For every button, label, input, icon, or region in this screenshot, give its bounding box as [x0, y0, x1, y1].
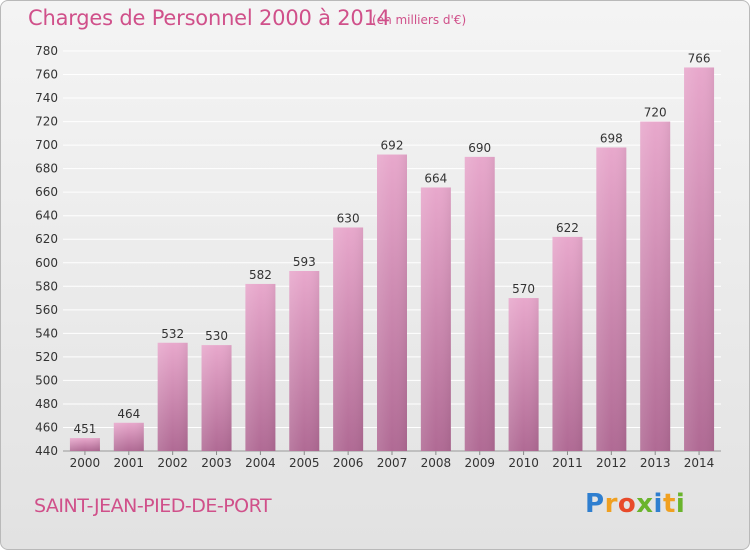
bar-shine: [333, 227, 364, 451]
bar-shine: [157, 342, 188, 451]
x-tick-label: 2000: [70, 456, 101, 470]
y-tick-label: 660: [35, 185, 58, 199]
bar-shine: [377, 154, 407, 451]
x-tick-label: 2011: [552, 456, 583, 470]
chart-subtitle: (en milliers d'€): [372, 13, 467, 27]
y-tick-label: 760: [35, 68, 58, 82]
logo-letter: r: [604, 489, 618, 519]
y-tick-label: 640: [35, 209, 58, 223]
value-label: 593: [293, 255, 316, 269]
value-label: 720: [644, 106, 667, 120]
y-tick-label: 480: [35, 397, 58, 411]
value-label: 532: [161, 327, 184, 341]
logo-letter: t: [662, 489, 676, 519]
value-label: 664: [424, 171, 447, 185]
bar-shine: [640, 121, 671, 452]
y-tick-label: 560: [35, 303, 58, 317]
bar-shine: [245, 283, 276, 451]
x-tick-label: 2007: [377, 456, 408, 470]
y-tick-label: 700: [35, 138, 58, 152]
bar-shine: [596, 147, 627, 451]
proxiti-logo: Proxiti: [585, 489, 685, 519]
value-label: 464: [117, 407, 140, 421]
logo-letter: i: [675, 489, 686, 519]
chart-title: Charges de Personnel 2000 à 2014: [28, 6, 390, 30]
municipality-name: SAINT-JEAN-PIED-DE-PORT: [34, 495, 272, 517]
x-tick-label: 2013: [640, 456, 671, 470]
y-tick-label: 460: [35, 420, 58, 434]
bar-shine: [201, 345, 232, 451]
value-label: 630: [337, 211, 360, 225]
bar-shine: [69, 438, 100, 451]
y-tick-label: 580: [35, 279, 58, 293]
bar-shine: [508, 298, 539, 451]
y-tick-label: 440: [35, 444, 58, 458]
value-label: 570: [512, 282, 535, 296]
value-label: 530: [205, 329, 228, 343]
value-label: 582: [249, 268, 272, 282]
x-tick-label: 2005: [289, 456, 320, 470]
x-tick-label: 2014: [684, 456, 715, 470]
x-tick-label: 2012: [596, 456, 627, 470]
y-tick-label: 620: [35, 232, 58, 246]
logo-letter: P: [585, 489, 605, 519]
x-tick-label: 2004: [245, 456, 276, 470]
y-tick-label: 780: [35, 44, 58, 58]
y-tick-label: 680: [35, 162, 58, 176]
x-tick-label: 2010: [508, 456, 539, 470]
logo-letter: i: [653, 489, 663, 519]
value-label: 766: [688, 51, 711, 65]
y-tick-label: 520: [35, 350, 58, 364]
value-label: 698: [600, 131, 623, 145]
y-tick-label: 540: [35, 326, 58, 340]
bar-shine: [464, 156, 495, 451]
bar-shine: [289, 271, 320, 451]
bar-shine: [552, 236, 583, 451]
value-label: 692: [381, 139, 404, 153]
y-tick-label: 740: [35, 91, 58, 105]
value-label: 622: [556, 221, 579, 235]
bar-shine: [684, 67, 715, 452]
bar-shine: [420, 187, 451, 451]
x-tick-label: 2009: [464, 456, 495, 470]
logo-letter: o: [617, 489, 637, 519]
x-tick-label: 2002: [157, 456, 188, 470]
value-label: 451: [73, 422, 96, 436]
y-tick-label: 720: [35, 115, 58, 129]
x-tick-label: 2008: [421, 456, 452, 470]
x-tick-label: 2006: [333, 456, 364, 470]
x-tick-label: 2001: [114, 456, 145, 470]
logo-letter: x: [636, 489, 654, 519]
y-tick-label: 500: [35, 373, 58, 387]
value-label: 690: [468, 141, 491, 155]
y-tick-label: 600: [35, 256, 58, 270]
bar-chart: 440 460 480 500 520 540 560 580 600 620 640 660 680 7…: [35, 44, 721, 470]
bar-shine: [113, 422, 144, 451]
x-tick-label: 2003: [201, 456, 232, 470]
